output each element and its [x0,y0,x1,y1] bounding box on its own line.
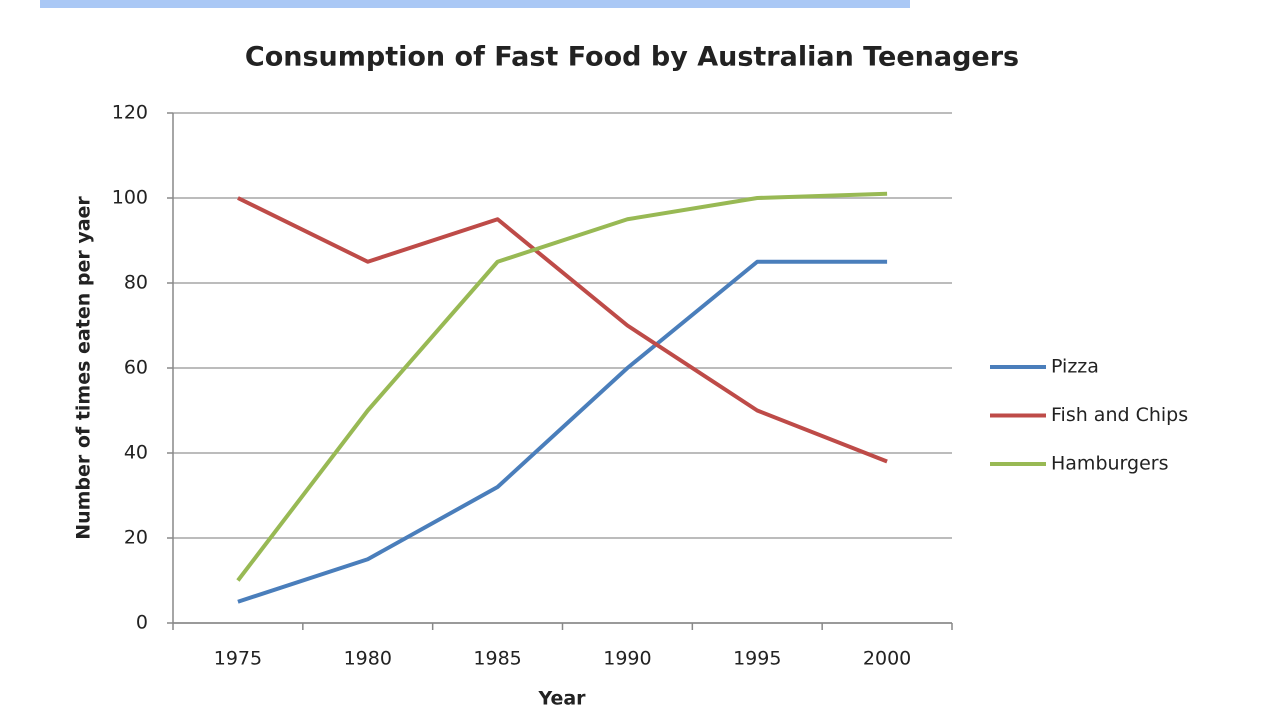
series-line [236,191,888,582]
series-line [237,196,888,464]
x-tick-label: 1995 [733,648,781,670]
x-tick-label: 1985 [473,648,521,670]
y-axis-title: Number of times eaten per yaer [73,196,95,540]
y-tick-label: 40 [124,442,148,464]
top-banner [40,0,910,8]
y-tick-label: 60 [124,357,148,379]
x-tick-label: 1990 [603,648,651,670]
x-tick-label: 2000 [863,648,911,670]
y-tick-label: 0 [136,612,148,634]
legend-label: Fish and Chips [1051,404,1188,426]
x-axis-title: Year [537,688,586,710]
legend-label: Pizza [1051,356,1099,378]
y-tick-label: 120 [112,102,148,124]
legend-label: Hamburgers [1051,453,1168,475]
x-tick-label: 1980 [344,648,392,670]
y-tick-label: 80 [124,272,148,294]
x-tick-label: 1975 [214,648,262,670]
series-line [237,259,888,604]
y-tick-label: 20 [124,527,148,549]
y-tick-label: 100 [112,187,148,209]
chart-title: Consumption of Fast Food by Australian T… [245,42,1019,73]
